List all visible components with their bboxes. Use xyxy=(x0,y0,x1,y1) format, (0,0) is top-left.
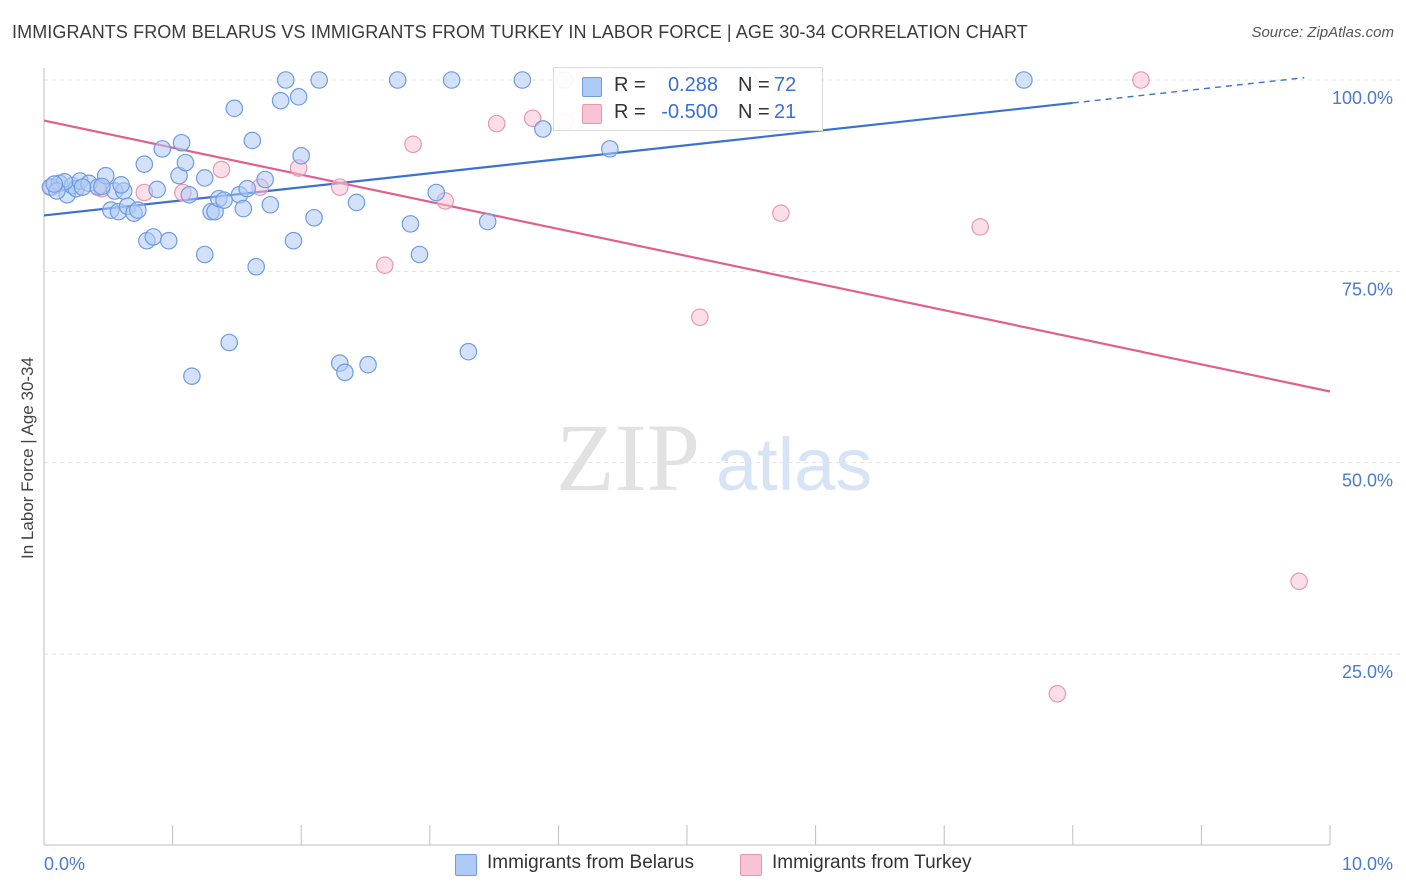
turkey-point xyxy=(487,114,506,133)
belarus-point xyxy=(401,215,420,233)
belarus-point xyxy=(336,363,354,382)
n-label: N = xyxy=(738,74,770,96)
belarus-point xyxy=(195,245,214,264)
belarus-n-value: 72 xyxy=(774,74,797,96)
correlation-legend: R = 0.288 N = 72 R = -0.500 N = 21 xyxy=(553,67,823,131)
belarus-point xyxy=(176,153,195,172)
turkey-r-value: -0.500 xyxy=(661,101,718,123)
belarus-swatch xyxy=(582,77,602,97)
belarus-point xyxy=(427,183,446,202)
turkey-point xyxy=(1132,71,1150,89)
belarus-point xyxy=(238,179,256,198)
belarus-point xyxy=(388,71,407,89)
legend-row-turkey: R = -0.500 N = 21 xyxy=(554,99,822,127)
y-tick-label: 25.0% xyxy=(1342,662,1393,682)
belarus-point xyxy=(410,245,429,264)
belarus-point xyxy=(159,231,178,250)
n-label: N = xyxy=(738,101,770,123)
turkey-swatch xyxy=(582,104,602,124)
belarus-point xyxy=(73,178,92,196)
turkey-point xyxy=(691,308,709,327)
belarus-point xyxy=(289,88,308,106)
turkey-point xyxy=(772,204,790,222)
belarus-point xyxy=(112,176,130,194)
axes xyxy=(43,68,1331,846)
belarus-point xyxy=(172,133,191,152)
belarus-point xyxy=(271,91,290,110)
belarus-point xyxy=(153,140,172,158)
belarus-point xyxy=(129,201,147,219)
belarus-point xyxy=(310,71,329,89)
belarus-point xyxy=(359,355,377,374)
y-tick-label: 100.0% xyxy=(1332,88,1393,108)
watermark-atlas: atlas xyxy=(716,423,872,506)
source-credit: Source: ZipAtlas.com xyxy=(1251,24,1394,41)
belarus-point xyxy=(93,177,111,196)
turkey-n-value: 21 xyxy=(774,101,797,123)
turkey-point xyxy=(212,160,231,179)
legend-row-belarus: R = 0.288 N = 72 xyxy=(554,72,822,100)
belarus-point xyxy=(243,131,262,150)
belarus-point xyxy=(601,140,619,158)
belarus-point xyxy=(305,208,323,227)
belarus-point xyxy=(284,231,303,250)
tick-labels: 25.0% 50.0% 75.0% 100.0% 0.0% 10.0% xyxy=(44,88,1393,874)
belarus-point xyxy=(220,333,238,352)
belarus-point xyxy=(180,186,199,204)
turkey-point xyxy=(971,218,990,236)
belarus-point xyxy=(256,170,274,189)
belarus-point xyxy=(183,367,201,385)
turkey-point xyxy=(1048,684,1067,703)
series-legend: Immigrants from Belarus Immigrants from … xyxy=(0,852,1406,878)
belarus-point xyxy=(442,71,461,89)
turkey-legend-swatch xyxy=(740,854,762,876)
r-label: R = xyxy=(614,101,646,123)
x-tick-label: 10.0% xyxy=(1342,854,1393,874)
turkey-point xyxy=(523,109,542,128)
belarus-point xyxy=(292,146,310,165)
belarus-point xyxy=(347,193,366,212)
belarus-point xyxy=(261,195,280,214)
x-tick-label: 0.0% xyxy=(44,854,85,874)
belarus-point xyxy=(534,120,552,138)
watermark-zip: ZIP xyxy=(556,404,700,511)
belarus-point xyxy=(247,257,265,276)
belarus-point xyxy=(144,228,163,246)
belarus-r-value: 0.288 xyxy=(667,74,718,96)
belarus-point xyxy=(459,342,478,361)
belarus-point xyxy=(135,155,154,173)
y-tick-label: 75.0% xyxy=(1342,279,1393,299)
belarus-trend-extension xyxy=(1072,77,1305,104)
belarus-point xyxy=(513,71,532,89)
belarus-point xyxy=(148,180,166,199)
belarus-legend-swatch xyxy=(455,854,477,876)
legend-label-belarus: Immigrants from Belarus xyxy=(487,852,694,873)
turkey-point xyxy=(330,178,349,196)
belarus-point xyxy=(234,199,253,218)
r-label: R = xyxy=(614,74,646,96)
turkey-point xyxy=(375,256,394,275)
belarus-point xyxy=(478,212,497,231)
belarus-point xyxy=(195,169,214,187)
turkey-trend-line xyxy=(43,119,1331,393)
belarus-point xyxy=(215,191,233,209)
chart-title: IMMIGRANTS FROM BELARUS VS IMMIGRANTS FR… xyxy=(12,22,1028,42)
legend-label-turkey: Immigrants from Turkey xyxy=(772,852,972,873)
watermark: ZIP atlas xyxy=(556,404,872,511)
data-points xyxy=(41,71,1308,703)
belarus-point xyxy=(1015,71,1033,89)
turkey-point xyxy=(1290,572,1308,591)
y-tick-label: 50.0% xyxy=(1342,471,1393,491)
gridlines xyxy=(44,79,1400,655)
belarus-point xyxy=(225,99,244,118)
turkey-point xyxy=(404,135,422,154)
belarus-point xyxy=(276,71,295,89)
belarus-point xyxy=(45,175,64,193)
